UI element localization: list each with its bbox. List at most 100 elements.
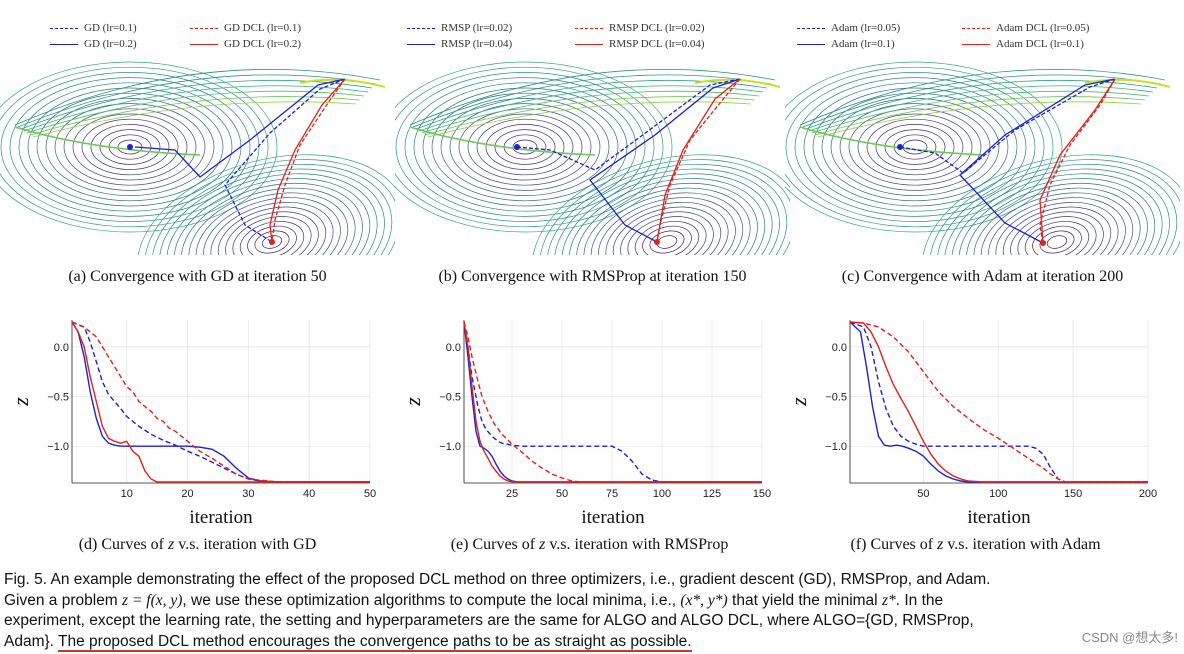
y-tick-label: −0.5 bbox=[47, 392, 69, 404]
contour-line bbox=[90, 124, 170, 170]
y-axis-label: z bbox=[786, 397, 811, 407]
series-line bbox=[463, 321, 762, 483]
y-tick-label: −1.0 bbox=[47, 441, 69, 453]
caption-equation: (x*, y*) bbox=[680, 591, 728, 609]
legend-item: Adam (lr=0.05) bbox=[831, 22, 901, 34]
legend-b: RMSP (lr=0.02) RMSP DCL (lr=0.02) RMSP (… bbox=[407, 22, 777, 56]
contour-line bbox=[217, 206, 327, 255]
legend-item: RMSP DCL (lr=0.02) bbox=[609, 22, 705, 34]
contour-line bbox=[568, 178, 766, 255]
x-tick-label: 10 bbox=[121, 488, 133, 500]
contour-line bbox=[642, 225, 692, 255]
convergence-path bbox=[271, 78, 346, 243]
series-line bbox=[849, 321, 1148, 483]
line-chart-d: 10 20 30 40 50 0.0 −0.5 −1.0 iteration z bbox=[8, 320, 376, 527]
convergence-path bbox=[224, 78, 346, 243]
grid bbox=[850, 320, 1149, 483]
contour-line bbox=[476, 118, 574, 176]
contour-line bbox=[195, 192, 349, 255]
caption-text: . In the bbox=[895, 591, 944, 609]
contour-line bbox=[409, 126, 596, 156]
contour-line bbox=[188, 187, 356, 255]
series-line bbox=[849, 321, 1148, 483]
line-chart-e: 25 50 75 100 125 150 0.0 −0.5 −1.0 iteration z bbox=[400, 320, 771, 527]
legend-item: RMSP DCL (lr=0.04) bbox=[609, 38, 705, 50]
contour-line bbox=[785, 72, 1045, 222]
figure-caption-line-2: Given a problem z = f(x, y), we use thes… bbox=[4, 591, 1180, 612]
contour-line bbox=[830, 98, 1000, 196]
contour-line bbox=[598, 197, 736, 255]
contour-line bbox=[884, 129, 946, 165]
global-minimum-marker bbox=[654, 239, 660, 245]
contour-plot-b bbox=[395, 61, 790, 255]
y-tick-label: −0.5 bbox=[439, 392, 461, 404]
contour-line bbox=[803, 82, 1027, 212]
contour-line bbox=[503, 134, 547, 160]
contour-lines bbox=[785, 61, 1180, 255]
contour-line bbox=[929, 159, 1180, 255]
contour-line bbox=[494, 129, 556, 165]
contour-line bbox=[404, 77, 646, 217]
x-axis-label: iteration bbox=[581, 507, 645, 527]
contour-line bbox=[634, 221, 700, 255]
caption-d-post: v.s. iteration with GD bbox=[174, 536, 317, 553]
contour-line bbox=[808, 85, 1154, 132]
series-line bbox=[71, 321, 370, 483]
legend-item: GD DCL (lr=0.1) bbox=[224, 22, 301, 34]
contour-line bbox=[576, 182, 758, 255]
contour-line bbox=[72, 113, 188, 181]
contour-line bbox=[1039, 230, 1075, 254]
legend-item: RMSP (lr=0.04) bbox=[441, 38, 513, 50]
figure-caption-line-4: Adam}. The proposed DCL method encourage… bbox=[4, 632, 1180, 653]
caption-f-var: z bbox=[937, 536, 944, 553]
contour-line bbox=[922, 154, 1180, 255]
contour-line bbox=[36, 92, 224, 202]
contour-line bbox=[159, 168, 385, 255]
contour-line bbox=[785, 66, 1054, 228]
contour-line bbox=[980, 192, 1134, 255]
caption-text: Given a problem bbox=[4, 591, 123, 609]
caption-a: (a) Convergence with GD at iteration 50 bbox=[68, 268, 327, 285]
grid bbox=[72, 320, 371, 483]
contour-line bbox=[794, 77, 1036, 217]
contour-line bbox=[232, 216, 312, 255]
contour-line bbox=[944, 168, 1170, 255]
x-tick-label: 150 bbox=[1064, 488, 1082, 500]
contour-line bbox=[32, 101, 357, 138]
caption-text: , we use these optimization algorithms t… bbox=[182, 591, 681, 609]
contour-line bbox=[583, 187, 751, 255]
contour-line bbox=[1024, 221, 1090, 255]
watermark: CSDN @想太多! bbox=[1081, 630, 1178, 645]
contour-line bbox=[45, 98, 215, 196]
series-line bbox=[463, 321, 762, 483]
contour-line bbox=[532, 154, 790, 255]
contour-line bbox=[512, 139, 538, 155]
contour-line bbox=[812, 87, 1018, 207]
x-tick-label: 150 bbox=[753, 488, 771, 500]
contour-line bbox=[799, 126, 986, 156]
contour-line bbox=[254, 230, 290, 254]
contour-line bbox=[395, 66, 664, 228]
x-axis-label: iteration bbox=[189, 507, 253, 527]
global-minimum-marker bbox=[1040, 240, 1046, 246]
x-axis-label: iteration bbox=[967, 507, 1031, 527]
convergence-path bbox=[589, 78, 741, 243]
series-line bbox=[71, 321, 370, 483]
x-tick-label: 50 bbox=[364, 488, 376, 500]
series-line bbox=[71, 321, 370, 483]
contour-line bbox=[166, 173, 378, 255]
x-tick-label: 40 bbox=[303, 488, 315, 500]
caption-b: (b) Convergence with RMSProp at iteratio… bbox=[438, 268, 747, 285]
series-line bbox=[463, 321, 762, 483]
legend-c: Adam (lr=0.05) Adam DCL (lr=0.05) Adam (… bbox=[797, 22, 1167, 56]
x-tick-label: 50 bbox=[917, 488, 929, 500]
caption-equation: z* bbox=[881, 591, 896, 609]
caption-e: (e) Curves of z v.s. iteration with RMSP… bbox=[392, 536, 787, 554]
contour-line bbox=[99, 129, 161, 165]
y-axis-label: z bbox=[8, 397, 33, 407]
grid bbox=[464, 320, 763, 483]
legend-item: GD (lr=0.1) bbox=[84, 22, 137, 34]
caption-text: Adam}. bbox=[4, 632, 59, 650]
contour-line bbox=[839, 103, 991, 191]
contour-line bbox=[848, 108, 982, 186]
